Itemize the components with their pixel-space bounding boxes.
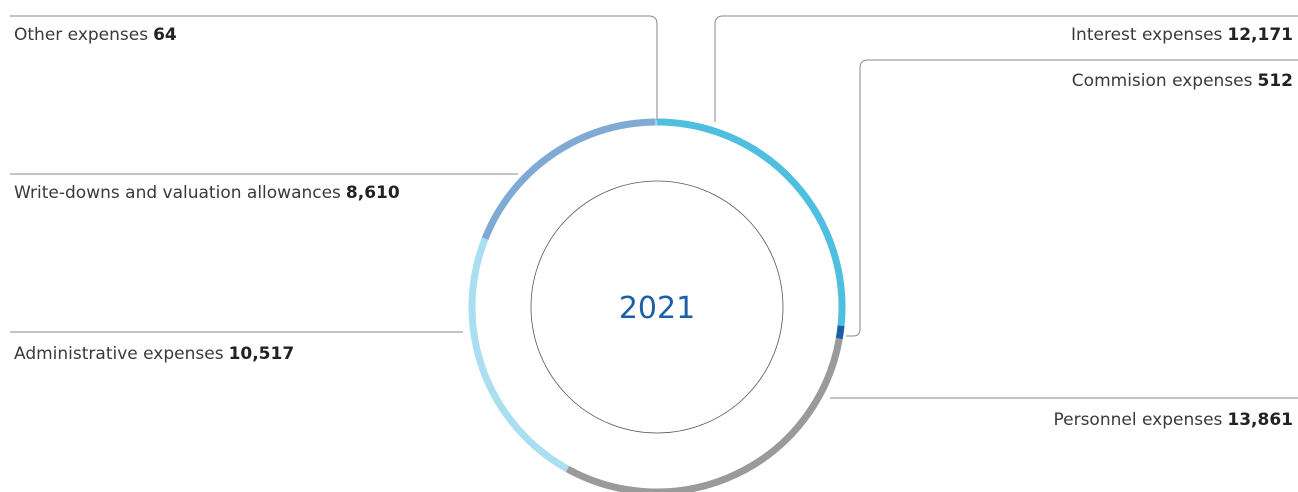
- donut-segment: [835, 325, 845, 340]
- segment-label: Interest expenses 12,171: [1071, 25, 1293, 45]
- category-name: Write-downs and valuation allowances: [14, 183, 341, 203]
- value-label: 512: [1258, 71, 1294, 91]
- category-name: Administrative expenses: [14, 344, 224, 364]
- value-label: 64: [153, 25, 177, 45]
- segment-label: Commision expenses 512: [1072, 71, 1293, 91]
- segment-label: Personnel expenses 13,861: [1053, 410, 1293, 430]
- category-name: Commision expenses: [1072, 71, 1253, 91]
- value-label: 8,610: [346, 183, 400, 203]
- category-name: Personnel expenses: [1053, 410, 1222, 430]
- donut-segment: [565, 337, 843, 492]
- category-name: Other expenses: [14, 25, 148, 45]
- segment-label: Write-downs and valuation allowances 8,61…: [14, 183, 400, 203]
- donut-segment: [656, 118, 846, 327]
- leader-line: [846, 59, 1298, 337]
- value-label: 13,861: [1227, 410, 1293, 430]
- segment-label: Other expenses 64: [14, 25, 177, 45]
- value-label: 10,517: [229, 344, 295, 364]
- donut-segment: [481, 118, 656, 240]
- value-label: 12,171: [1227, 25, 1293, 45]
- category-name: Interest expenses: [1071, 25, 1222, 45]
- inner-circle: [530, 180, 784, 434]
- leader-line: [714, 15, 1298, 122]
- donut-segment: [468, 237, 570, 472]
- center-label: 2021: [619, 291, 695, 326]
- segment-label: Administrative expenses 10,517: [14, 344, 294, 364]
- leader-line: [10, 15, 658, 120]
